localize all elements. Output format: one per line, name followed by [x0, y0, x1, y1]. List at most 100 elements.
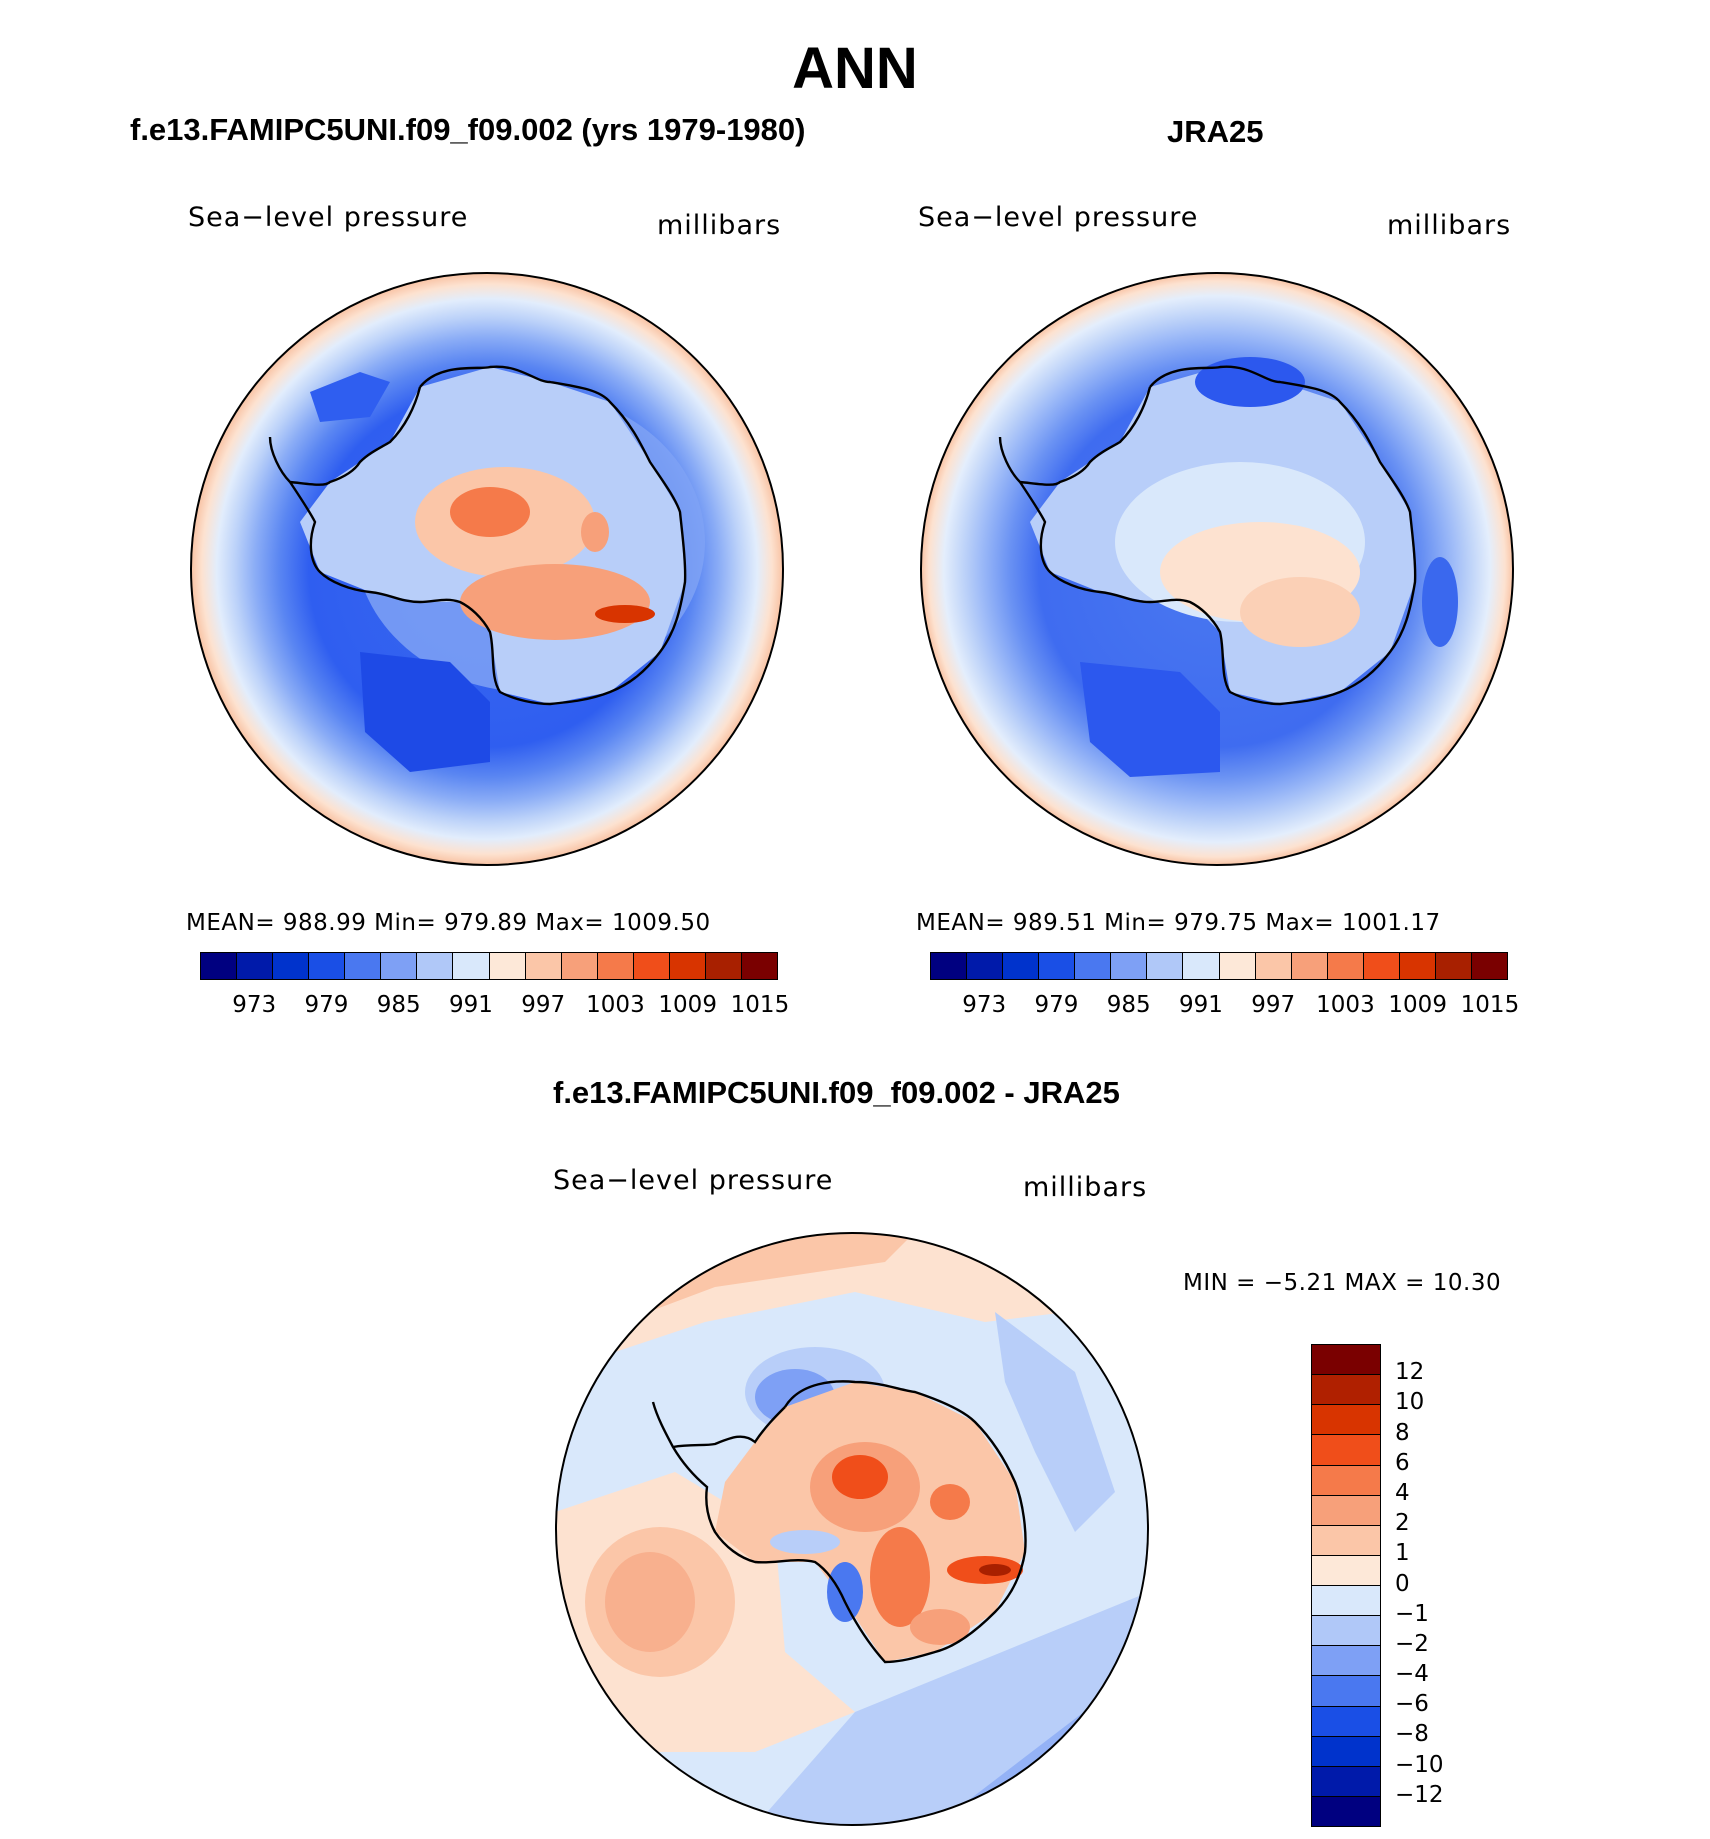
diff-antarctica-coastline	[651, 1380, 1027, 1664]
colorbar-tick-label: −4	[1395, 1661, 1429, 1688]
model-variable-label: Sea−level pressure	[188, 202, 469, 233]
model-antarctica-coastline	[268, 365, 687, 706]
diff-minmax: MIN = −5.21 MAX = 10.30	[1183, 1270, 1502, 1296]
colorbar-tick-label: 979	[1034, 992, 1079, 1018]
obs-polar-map	[920, 272, 1514, 866]
colorbar-tick-label: 973	[962, 992, 1007, 1018]
model-units-label: millibars	[657, 210, 782, 241]
colorbar-tick-label: 12	[1395, 1359, 1425, 1386]
colorbar-swatch	[1399, 953, 1436, 979]
colorbar-swatch	[1435, 953, 1472, 979]
colorbar-swatch	[1312, 1465, 1380, 1496]
colorbar-swatch	[309, 953, 346, 979]
colorbar-swatch	[417, 953, 454, 979]
colorbar-tick-label: 1015	[730, 992, 790, 1018]
obs-panel-title: JRA25	[1167, 114, 1264, 149]
colorbar-tick-label: 4	[1395, 1479, 1410, 1506]
model-panel-title: f.e13.FAMIPC5UNI.f09_f09.002 (yrs 1979-1…	[130, 112, 806, 147]
colorbar-tick-label: 1015	[1460, 992, 1520, 1018]
colorbar-tick-label: 10	[1395, 1389, 1425, 1416]
colorbar-tick-label: −12	[1395, 1781, 1444, 1808]
colorbar-tick-label: 985	[376, 992, 421, 1018]
colorbar-swatch	[237, 953, 274, 979]
diff-units-label: millibars	[1023, 1172, 1148, 1203]
colorbar-swatch	[1312, 1586, 1380, 1617]
colorbar-tick-label: 6	[1395, 1449, 1410, 1476]
colorbar-swatch	[931, 953, 968, 979]
obs-antarctica-coastline	[998, 365, 1417, 706]
colorbar-swatch	[273, 953, 310, 979]
colorbar-swatch	[201, 953, 238, 979]
diff-colorbar-ticks: 12 10 8 6 4 2 1 0 −1 −2 −4 −6 −8 −10 −12	[1395, 1344, 1495, 1827]
colorbar-swatch	[1312, 1495, 1380, 1526]
colorbar-swatch	[705, 953, 742, 979]
colorbar-swatch	[1312, 1646, 1380, 1677]
colorbar-swatch	[453, 953, 490, 979]
colorbar-tick-label: −1	[1395, 1600, 1429, 1627]
diff-colorbar	[1311, 1344, 1381, 1827]
page-title: ANN	[792, 36, 918, 101]
colorbar-swatch	[1312, 1435, 1380, 1466]
model-stats: MEAN= 988.99 Min= 979.89 Max= 1009.50	[186, 910, 711, 936]
colorbar-swatch	[1363, 953, 1400, 979]
colorbar-swatch	[1312, 1555, 1380, 1586]
colorbar-swatch	[1291, 953, 1328, 979]
colorbar-swatch	[669, 953, 706, 979]
colorbar-swatch	[1327, 953, 1364, 979]
colorbar-tick-label: 979	[304, 992, 349, 1018]
colorbar-swatch	[345, 953, 382, 979]
obs-variable-label: Sea−level pressure	[918, 202, 1199, 233]
colorbar-tick-label: −10	[1395, 1751, 1444, 1778]
colorbar-swatch	[597, 953, 634, 979]
model-colorbar-ticks: 973 979 985 991 997 1003 1009 1015	[200, 992, 789, 1022]
colorbar-swatch	[1039, 953, 1076, 979]
colorbar-swatch	[1312, 1796, 1380, 1826]
colorbar-swatch	[1255, 953, 1292, 979]
colorbar-tick-label: 991	[1178, 992, 1223, 1018]
colorbar-swatch	[1312, 1766, 1380, 1797]
colorbar-tick-label: 8	[1395, 1419, 1410, 1446]
colorbar-swatch	[1312, 1375, 1380, 1406]
colorbar-tick-label: 973	[232, 992, 277, 1018]
colorbar-swatch	[561, 953, 598, 979]
colorbar-tick-label: −2	[1395, 1630, 1429, 1657]
colorbar-tick-label: −8	[1395, 1721, 1429, 1748]
model-polar-map	[190, 272, 784, 866]
obs-stats: MEAN= 989.51 Min= 979.75 Max= 1001.17	[916, 910, 1441, 936]
colorbar-swatch	[633, 953, 670, 979]
colorbar-swatch	[1147, 953, 1184, 979]
colorbar-tick-label: 0	[1395, 1570, 1410, 1597]
colorbar-tick-label: 1009	[658, 992, 717, 1018]
colorbar-swatch	[1075, 953, 1112, 979]
colorbar-swatch	[489, 953, 526, 979]
colorbar-tick-label: 997	[521, 992, 566, 1018]
colorbar-swatch	[381, 953, 418, 979]
colorbar-tick-label: 997	[1251, 992, 1296, 1018]
colorbar-swatch	[1471, 953, 1507, 979]
colorbar-swatch	[1183, 953, 1220, 979]
obs-colorbar-ticks: 973 979 985 991 997 1003 1009 1015	[930, 992, 1519, 1022]
colorbar-swatch	[525, 953, 562, 979]
colorbar-swatch	[967, 953, 1004, 979]
colorbar-swatch	[1312, 1345, 1380, 1376]
colorbar-swatch	[1312, 1616, 1380, 1647]
obs-units-label: millibars	[1387, 210, 1512, 241]
colorbar-swatch	[741, 953, 777, 979]
colorbar-swatch	[1312, 1706, 1380, 1737]
colorbar-tick-label: 1003	[586, 992, 645, 1018]
obs-colorbar	[930, 952, 1508, 980]
colorbar-swatch	[1219, 953, 1256, 979]
colorbar-swatch	[1312, 1525, 1380, 1556]
diff-variable-label: Sea−level pressure	[553, 1165, 834, 1196]
colorbar-tick-label: 1	[1395, 1540, 1410, 1567]
diff-panel-title: f.e13.FAMIPC5UNI.f09_f09.002 - JRA25	[553, 1075, 1120, 1110]
colorbar-tick-label: 985	[1106, 992, 1151, 1018]
colorbar-tick-label: −6	[1395, 1691, 1429, 1718]
colorbar-tick-label: 2	[1395, 1510, 1410, 1537]
model-colorbar	[200, 952, 778, 980]
colorbar-tick-label: 1003	[1316, 992, 1375, 1018]
colorbar-swatch	[1003, 953, 1040, 979]
colorbar-swatch	[1111, 953, 1148, 979]
colorbar-tick-label: 1009	[1388, 992, 1447, 1018]
colorbar-swatch	[1312, 1736, 1380, 1767]
